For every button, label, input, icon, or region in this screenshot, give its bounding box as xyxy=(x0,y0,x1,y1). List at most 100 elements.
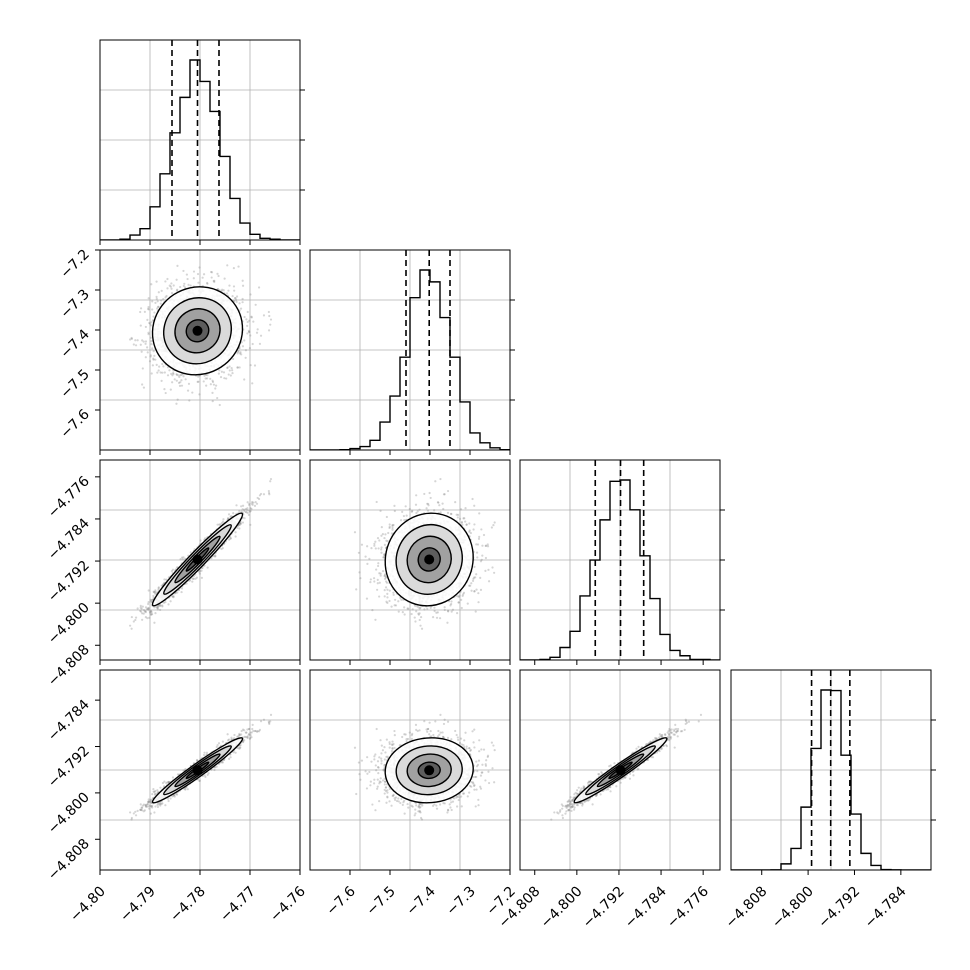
scatter-point xyxy=(180,373,183,376)
scatter-point xyxy=(383,595,386,598)
scatter-point xyxy=(252,501,255,504)
scatter-point xyxy=(213,279,216,282)
scatter-point xyxy=(228,284,231,287)
scatter-point xyxy=(139,343,142,346)
scatter-point xyxy=(216,396,219,400)
scatter-point xyxy=(172,596,175,599)
y-tick-label: −7.5 xyxy=(57,367,92,402)
scatter-point xyxy=(142,609,146,612)
histogram-step xyxy=(100,59,300,240)
scatter-point xyxy=(161,604,164,607)
scatter-point xyxy=(182,556,185,559)
scatter-point xyxy=(175,373,178,376)
scatter-point xyxy=(172,595,175,598)
scatter-point xyxy=(142,386,146,389)
scatter-point xyxy=(158,365,161,368)
scatter-point xyxy=(248,509,251,512)
scatter-point xyxy=(156,307,159,310)
scatter-point xyxy=(159,371,162,374)
scatter-point xyxy=(387,531,390,535)
scatter-point xyxy=(464,520,467,523)
scatter-point xyxy=(192,277,195,280)
scatter-point xyxy=(191,577,194,580)
scatter-point xyxy=(183,282,186,285)
scatter-point xyxy=(173,378,176,381)
scatter-point xyxy=(155,297,158,300)
scatter-point xyxy=(150,610,153,613)
scatter-point xyxy=(238,527,241,530)
scatter-point xyxy=(231,369,234,372)
scatter-point xyxy=(232,357,235,361)
scatter-point xyxy=(405,514,408,517)
scatter-point xyxy=(132,343,135,346)
scatter-point xyxy=(369,581,372,584)
scatter-point xyxy=(247,329,250,332)
scatter-point xyxy=(258,494,262,497)
scatter-point xyxy=(163,388,166,391)
scatter-point xyxy=(129,338,132,341)
scatter-point xyxy=(443,608,446,612)
scatter-point xyxy=(206,374,209,377)
scatter-point xyxy=(246,511,249,514)
scatter-point xyxy=(250,502,253,505)
scatter-point xyxy=(218,369,221,372)
scatter-point xyxy=(384,586,388,589)
scatter-point xyxy=(385,539,388,542)
scatter-point xyxy=(152,590,155,593)
scatter-point xyxy=(403,519,406,522)
scatter-point xyxy=(225,377,228,380)
scatter-point xyxy=(262,314,266,317)
scatter-point xyxy=(143,610,146,613)
scatter-point xyxy=(176,264,179,267)
scatter-point xyxy=(153,606,156,609)
scatter-point xyxy=(238,366,241,369)
scatter-point xyxy=(211,379,214,382)
scatter-point xyxy=(141,605,144,608)
scatter-point xyxy=(185,273,188,276)
scatter-point xyxy=(446,609,450,612)
density-peak xyxy=(192,325,203,336)
scatter-point xyxy=(393,604,396,607)
scatter-point xyxy=(198,572,201,575)
scatter-point xyxy=(172,284,175,287)
scatter-point xyxy=(160,299,163,302)
scatter-point xyxy=(388,523,391,526)
scatter-point xyxy=(179,381,182,384)
scatter-point xyxy=(171,568,175,571)
scatter-point xyxy=(239,307,243,310)
scatter-point xyxy=(450,610,453,613)
scatter-point xyxy=(388,599,391,603)
y-tick-label: −7.6 xyxy=(57,406,92,441)
scatter-point xyxy=(162,601,166,604)
histogram-panel-2 xyxy=(309,249,515,455)
scatter-point xyxy=(197,380,200,383)
scatter-point xyxy=(476,543,480,546)
scatter-point xyxy=(154,301,157,304)
scatter-point xyxy=(144,616,147,619)
scatter-point xyxy=(231,294,234,298)
scatter-point xyxy=(378,539,381,542)
scatter-point xyxy=(187,382,191,385)
scatter-point xyxy=(162,298,165,301)
scatter-point xyxy=(240,510,243,513)
scatter-point xyxy=(377,547,380,550)
scatter-point xyxy=(170,372,173,376)
scatter-point xyxy=(147,602,150,606)
scatter-point xyxy=(411,608,414,611)
scatter-point xyxy=(233,297,237,300)
scatter-point xyxy=(184,286,187,289)
scatter-point xyxy=(151,347,154,350)
scatter-point xyxy=(149,600,152,603)
scatter-point xyxy=(212,383,216,386)
scatter-point xyxy=(236,352,239,355)
scatter-point xyxy=(400,598,403,601)
scatter-point xyxy=(438,617,442,620)
scatter-point xyxy=(139,606,142,609)
scatter-point xyxy=(171,374,174,377)
scatter-point xyxy=(154,358,157,361)
scatter-point xyxy=(197,375,200,378)
scatter-point xyxy=(169,285,172,288)
scatter-point xyxy=(213,280,216,284)
scatter-point xyxy=(245,318,248,321)
scatter-point xyxy=(147,608,150,611)
